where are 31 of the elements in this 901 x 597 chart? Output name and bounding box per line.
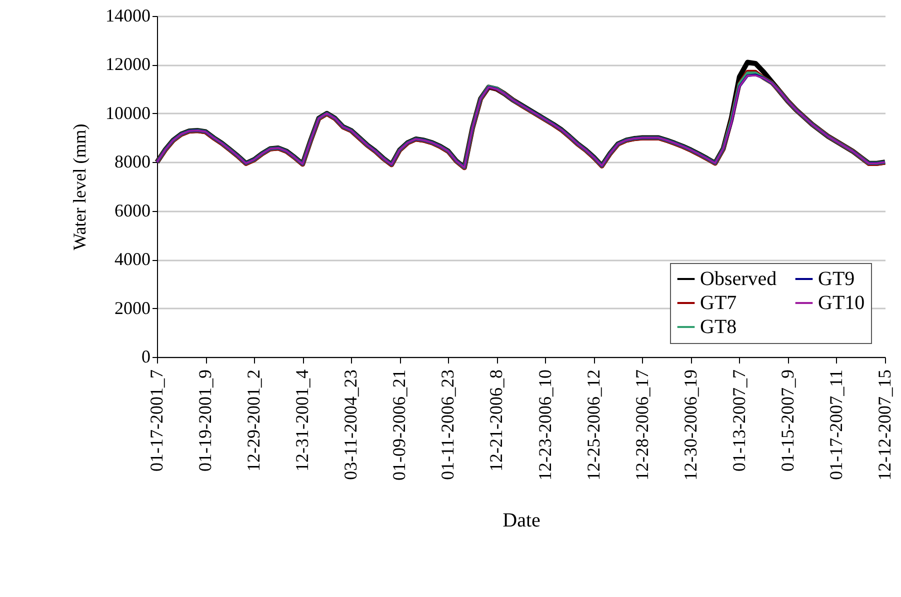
y-axis-title: Water level (mm) [70, 124, 90, 250]
x-tick-label: 01-11-2006_23 [438, 370, 458, 480]
y-tick-label: 2000 [114, 298, 150, 318]
x-tick-label: 12-31-2001_4 [292, 370, 312, 472]
legend-label: GT10 [818, 292, 865, 314]
x-tick-label: 12-29-2001_2 [244, 370, 264, 472]
x-tick-label: 12-21-2006_8 [486, 370, 506, 472]
x-axis-title: Date [502, 509, 540, 532]
legend-label: Observed [700, 268, 777, 290]
x-tick-label: 12-12-2007_15 [874, 370, 894, 480]
x-tick-label: 01-17-2007_11 [826, 370, 846, 480]
y-tick-label: 8000 [114, 152, 150, 172]
y-tick-label: 14000 [106, 6, 150, 26]
x-tick-label: 01-15-2007_9 [777, 370, 798, 472]
y-tick-label: 0 [142, 346, 150, 366]
y-tick-label: 6000 [114, 200, 150, 220]
y-tick-label: 4000 [114, 249, 150, 270]
x-tick-label: 12-30-2006_19 [680, 370, 700, 480]
legend-label: GT8 [700, 316, 737, 338]
x-tick-label: 01-13-2007_7 [728, 370, 749, 472]
x-tick-label: 12-23-2006_10 [534, 370, 555, 480]
y-tick-label: 10000 [106, 102, 150, 123]
x-tick-label: 01-19-2001_9 [195, 370, 216, 472]
legend-label: GT9 [818, 268, 855, 290]
legend-label: GT7 [700, 292, 737, 314]
x-tick-label: 01-09-2006_21 [389, 370, 410, 480]
x-tick-label: 12-25-2006_12 [583, 370, 604, 480]
x-tick-label: 12-28-2006_17 [632, 370, 652, 480]
x-tick-label: 01-17-2001_7 [146, 370, 166, 472]
y-tick-label: 12000 [106, 54, 150, 74]
x-tick-label: 03-11-2004_23 [340, 370, 361, 480]
